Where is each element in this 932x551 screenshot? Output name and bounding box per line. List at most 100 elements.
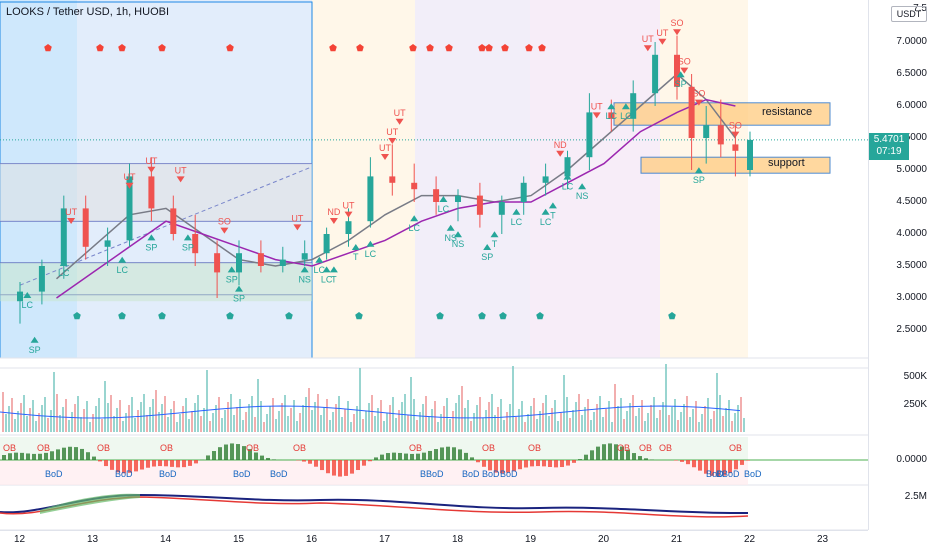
candle-body xyxy=(61,208,67,266)
volume-bar xyxy=(689,417,691,432)
signal-label: T xyxy=(331,274,337,284)
oscillator-bar xyxy=(692,460,696,467)
volume-bar xyxy=(35,421,37,432)
signal-label: UT xyxy=(291,213,303,223)
signal-label: LC xyxy=(58,268,70,278)
volume-bar xyxy=(167,417,169,432)
volume-bar xyxy=(224,410,226,432)
volume-bar xyxy=(551,408,553,432)
volume-bar xyxy=(497,407,499,432)
signal-label: UT xyxy=(379,143,391,153)
candle-body xyxy=(148,176,154,208)
volume-bar xyxy=(626,411,628,432)
volume-bar xyxy=(446,398,448,432)
volume-bar xyxy=(632,395,634,432)
volume-bar xyxy=(65,399,67,432)
signal-label: SO xyxy=(218,217,231,227)
volume-bar xyxy=(203,408,205,432)
oscillator-bar xyxy=(308,460,312,464)
time-axis-label: 13 xyxy=(87,534,98,545)
oscillator-bar xyxy=(584,455,588,460)
time-axis-label: 22 xyxy=(744,534,755,545)
signal-label: UT xyxy=(124,172,136,182)
oscillator-bar xyxy=(542,460,546,466)
signal-label: UT xyxy=(642,34,654,44)
oscillator-bar xyxy=(428,451,432,460)
volume-bar xyxy=(266,414,268,432)
volume-bar xyxy=(29,408,31,432)
volume-bar xyxy=(110,395,112,432)
volume-bar xyxy=(536,419,538,432)
volume-bar xyxy=(80,417,82,432)
volume-bar xyxy=(449,419,451,432)
volume-bar xyxy=(665,364,667,432)
volume-bar xyxy=(143,394,145,432)
volume-bar xyxy=(524,422,526,432)
oscillator-bar xyxy=(50,451,54,460)
oscillator-bar xyxy=(152,460,156,467)
currency-badge[interactable]: USDT xyxy=(891,6,927,22)
oscillator-bar xyxy=(698,460,702,471)
signal-label: T xyxy=(492,239,498,249)
oscillator-bar xyxy=(470,457,474,460)
volume-bar xyxy=(461,386,463,432)
volume-bar xyxy=(116,408,118,432)
volume-bar xyxy=(677,420,679,432)
oscillator-bar xyxy=(596,447,600,460)
volume-bar xyxy=(488,402,490,432)
ob-marker-label: OB xyxy=(3,443,16,453)
oscillator-bar xyxy=(374,457,378,460)
volume-bar xyxy=(302,405,304,432)
price-axis-label: 3.0000 xyxy=(896,292,927,303)
candle-body xyxy=(565,157,571,176)
volume-bar xyxy=(641,400,643,432)
signal-label: LC xyxy=(606,111,618,121)
volume-bar xyxy=(512,366,514,432)
price-chart-svg[interactable]: LCSPLCUTLCUTUTSPUTSPSOSPSPNSUTLCLCTNDUTT… xyxy=(0,0,868,530)
volume-bar xyxy=(257,379,259,432)
volume-bar xyxy=(362,419,364,432)
oscillator-bar xyxy=(440,447,444,460)
volume-bar xyxy=(386,413,388,432)
price-axis-label: 7.0000 xyxy=(896,36,927,47)
volume-axis-label: 500K xyxy=(904,371,927,382)
volume-bar xyxy=(149,407,151,432)
candle-body xyxy=(324,234,330,253)
volume-bar xyxy=(404,394,406,432)
volume-bar xyxy=(284,395,286,432)
volume-bar xyxy=(680,412,682,432)
bod-marker-label: BoD xyxy=(45,469,63,479)
volume-bar xyxy=(557,421,559,432)
signal-label: UT xyxy=(343,201,355,211)
signal-label: UT xyxy=(145,156,157,166)
signal-label: ND xyxy=(554,140,567,150)
volume-bar xyxy=(368,403,370,432)
oscillator-bar xyxy=(572,460,576,463)
volume-bar xyxy=(230,394,232,432)
volume-bar xyxy=(674,399,676,432)
volume-bar xyxy=(698,422,700,432)
volume-bar xyxy=(725,408,727,432)
candle-body xyxy=(433,189,439,202)
volume-bar xyxy=(194,403,196,432)
volume-bar xyxy=(650,405,652,432)
oscillator-bar xyxy=(44,453,48,460)
symbol-title: LOOKS / Tether USD, 1h, HUOBI xyxy=(6,6,169,18)
oscillator-bar xyxy=(38,454,42,460)
oscillator-bar xyxy=(362,460,366,466)
volume-bar xyxy=(347,401,349,432)
candle-body xyxy=(236,253,242,272)
bbod-marker-label: BBoD xyxy=(420,469,444,479)
signal-label: LC xyxy=(22,300,34,310)
oscillator-bar xyxy=(524,460,528,467)
candle-body xyxy=(170,208,176,234)
volume-bar xyxy=(527,414,529,432)
volume-bar xyxy=(737,405,739,432)
volume-bar xyxy=(344,409,346,432)
signal-label: SP xyxy=(29,345,41,355)
oscillator-bar xyxy=(536,460,540,466)
volume-bar xyxy=(395,418,397,432)
